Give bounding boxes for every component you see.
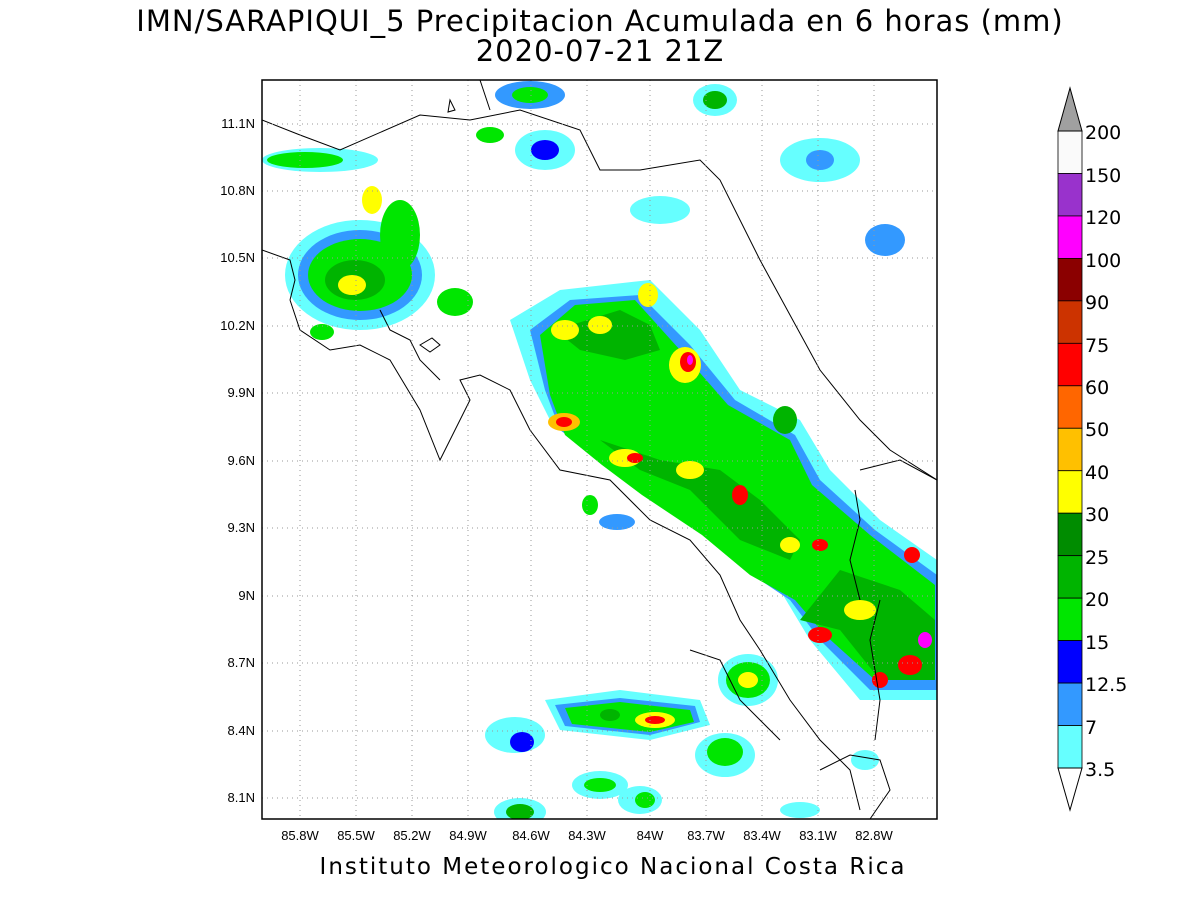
colorbar-label: 20	[1085, 589, 1109, 611]
colorbar-label: 200	[1085, 122, 1121, 144]
precip-fields	[262, 81, 937, 819]
colorbar-swatch	[1057, 215, 1083, 259]
colorbar-swatch	[1057, 342, 1083, 387]
lat-tick: 11.1N	[221, 116, 255, 131]
colorbar-label: 150	[1085, 165, 1121, 187]
colorbar-swatch	[1057, 300, 1083, 344]
colorbar-swatch	[1057, 130, 1083, 174]
colorbar-swatch	[1057, 512, 1083, 557]
lon-axis: 85.8W 85.5W 85.2W 84.9W 84.6W 84.3W 84W …	[281, 828, 893, 843]
lat-tick: 9.9N	[228, 385, 255, 400]
colorbar-label: 120	[1085, 207, 1121, 229]
colorbar-label: 15	[1085, 632, 1109, 654]
lon-tick: 83.7W	[687, 828, 725, 843]
lat-tick: 8.7N	[228, 655, 255, 670]
colorbar-label: 12.5	[1085, 674, 1127, 696]
lat-tick: 10.2N	[220, 318, 255, 333]
map-datetime: 2020-07-21 21Z	[475, 34, 725, 68]
colorbar-swatch	[1057, 725, 1083, 769]
lon-tick: 84.9W	[449, 828, 487, 843]
lon-tick: 85.2W	[393, 828, 431, 843]
colorbar-label: 50	[1085, 419, 1109, 441]
colorbar-swatch	[1057, 640, 1083, 684]
lon-tick: 82.8W	[855, 828, 893, 843]
lat-tick: 9.6N	[228, 453, 255, 468]
lon-tick: 83.1W	[799, 828, 837, 843]
colorbar-swatch	[1057, 173, 1083, 217]
colorbar-swatch	[1057, 597, 1083, 642]
lat-tick: 10.5N	[220, 250, 255, 265]
lon-tick: 85.5W	[337, 828, 375, 843]
colorbar-bottom-arrow	[1057, 767, 1083, 812]
coastlines	[262, 80, 937, 819]
credit-footer: Instituto Meteorologico Nacional Costa R…	[319, 854, 907, 880]
map-frame	[261, 79, 938, 820]
colorbar-swatch	[1057, 427, 1083, 472]
colorbar-swatch	[1057, 682, 1083, 726]
colorbar-labels: 200 150 120 100 90 75 60 50 40 30 25 20 …	[1085, 122, 1127, 781]
colorbar-label: 25	[1085, 547, 1109, 569]
colorbar-label: 30	[1085, 504, 1109, 526]
lat-tick: 8.4N	[228, 723, 255, 738]
colorbar-swatch	[1057, 385, 1083, 429]
colorbar-swatch	[1057, 555, 1083, 599]
colorbar-label: 60	[1085, 377, 1109, 399]
lat-tick: 10.8N	[220, 183, 255, 198]
lon-tick: 85.8W	[281, 828, 319, 843]
graticule	[262, 80, 937, 819]
colorbar-label: 90	[1085, 292, 1109, 314]
colorbar-swatch	[1057, 257, 1083, 302]
lat-axis: 11.1N 10.8N 10.5N 10.2N 9.9N 9.6N 9.3N 9…	[220, 116, 255, 805]
lat-tick: 9.3N	[228, 520, 255, 535]
colorbar-label: 3.5	[1085, 759, 1115, 781]
colorbar-top-arrow	[1057, 86, 1083, 132]
lon-tick: 84W	[637, 828, 664, 843]
colorbar-label: 100	[1085, 250, 1121, 272]
colorbar-label: 40	[1085, 462, 1109, 484]
lon-tick: 83.4W	[743, 828, 781, 843]
colorbar-label: 75	[1085, 335, 1109, 357]
colorbar-swatches	[1057, 130, 1083, 769]
lat-tick: 8.1N	[228, 790, 255, 805]
lat-tick: 9N	[238, 588, 255, 603]
colorbar-swatch	[1057, 470, 1083, 514]
lon-tick: 84.3W	[568, 828, 606, 843]
lon-tick: 84.6W	[512, 828, 550, 843]
map-title: IMN/SARAPIQUI_5 Precipitacion Acumulada …	[136, 4, 1064, 38]
colorbar-label: 7	[1085, 717, 1097, 739]
